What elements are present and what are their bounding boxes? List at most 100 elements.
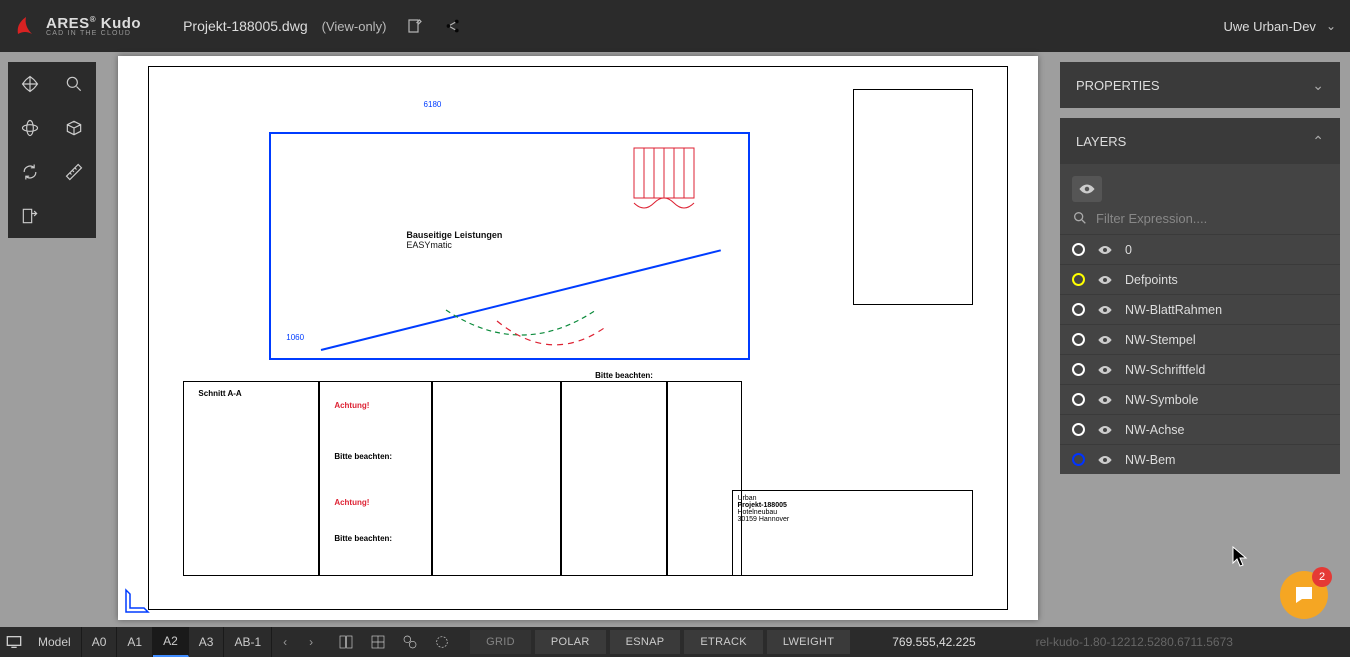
eye-icon[interactable] [1097,272,1113,288]
layout-tab[interactable]: AB-1 [224,627,272,657]
layer-row[interactable]: NW-BlattRahmen [1060,294,1340,324]
layer-color-swatch [1072,333,1085,346]
legend-block [853,89,973,306]
drawing-note: Bauseitige Leistungen EASYmatic [406,230,586,252]
chat-button[interactable]: 2 [1280,571,1328,619]
notice-1: Bitte beachten: [334,452,392,461]
right-panels: PROPERTIES ⌄ LAYERS ⌃ 0 Defpoints NW-Blatt… [1060,62,1340,484]
warning-2: Achtung! [334,498,369,507]
user-name[interactable]: Uwe Urban-Dev [1223,19,1315,34]
toggle-etrack[interactable]: ETRACK [684,630,762,654]
version-string: rel-kudo-1.80-12212.5280.6711.5673 [1036,635,1233,649]
layer-row[interactable]: 0 [1060,234,1340,264]
measure-tool[interactable] [52,150,96,194]
user-menu-chevron-icon[interactable]: ⌄ [1326,19,1336,33]
cursor-icon [1232,546,1250,568]
warning-1: Achtung! [334,401,369,410]
layer-row[interactable]: NW-Symbole [1060,384,1340,414]
layer-name: NW-Bem [1125,453,1175,467]
collapse-icon[interactable]: ⌄ [1312,77,1324,94]
layer-name: NW-Achse [1125,423,1185,437]
coordinates: 769.555,42.225 [892,635,975,649]
sheet-border: Bauseitige Leistungen EASYmatic Schnitt … [148,66,1008,610]
tab-next[interactable]: › [298,635,324,649]
eye-icon[interactable] [1097,362,1113,378]
search-icon [1072,210,1088,226]
filename: Projekt-188005.dwg [183,18,308,34]
layout-icon-3[interactable] [396,627,424,657]
drawing-canvas[interactable]: Bauseitige Leistungen EASYmatic Schnitt … [118,56,1038,620]
red-hatch [629,143,699,223]
eye-icon[interactable] [1097,392,1113,408]
properties-panel: PROPERTIES ⌄ [1060,62,1340,108]
layer-name: 0 [1125,243,1132,257]
layout-tab[interactable]: A3 [189,627,225,657]
notice-2: Bitte beachten: [334,534,392,543]
layer-color-swatch [1072,453,1085,466]
edit-icon[interactable] [406,17,424,35]
layer-row[interactable]: Defpoints [1060,264,1340,294]
toggle-esnap[interactable]: ESNAP [610,630,681,654]
layer-visibility-toggle[interactable] [1072,176,1102,202]
properties-header[interactable]: PROPERTIES ⌄ [1060,62,1340,108]
layout-tab[interactable]: A1 [117,627,153,657]
layer-color-swatch [1072,243,1085,256]
layers-panel: LAYERS ⌃ 0 Defpoints NW-BlattRahmen NW-Stem… [1060,118,1340,474]
layer-color-swatch [1072,273,1085,286]
layout-tabs: ModelA0A1A2A3AB-1 [28,627,272,657]
layout-icon-2[interactable] [364,627,392,657]
chat-icon [1292,583,1316,607]
title-block: Urban Projekt-188005 Hotelneubau 30159 H… [732,490,972,577]
mid-icons [332,627,456,657]
eye-icon[interactable] [1097,452,1113,468]
layer-name: Defpoints [1125,273,1178,287]
eye-icon[interactable] [1097,302,1113,318]
toggle-lweight[interactable]: LWEIGHT [767,630,850,654]
layout-tab[interactable]: A0 [82,627,118,657]
wcs-icon [124,584,154,614]
layer-row[interactable]: NW-Stempel [1060,324,1340,354]
toggle-polar[interactable]: POLAR [535,630,606,654]
layout-icon-1[interactable] [332,627,360,657]
regen-tool[interactable] [8,150,52,194]
layers-header[interactable]: LAYERS ⌃ [1060,118,1340,164]
layer-row[interactable]: NW-Bem [1060,444,1340,474]
layer-filter-input[interactable] [1096,211,1328,226]
layer-name: NW-Stempel [1125,333,1196,347]
eye-icon[interactable] [1097,332,1113,348]
layer-row[interactable]: NW-Schriftfeld [1060,354,1340,384]
layer-color-swatch [1072,303,1085,316]
layout-icon-4[interactable] [428,627,456,657]
export-tool[interactable] [8,194,52,238]
layer-color-swatch [1072,393,1085,406]
zoom-tool[interactable] [52,62,96,106]
cube-view-tool[interactable] [52,106,96,150]
app-logo: ARES® Kudo CAD IN THE CLOUD [14,14,141,38]
status-bar: ModelA0A1A2A3AB-1 ‹ › GRIDPOLARESNAPETRA… [0,627,1350,657]
top-bar: ARES® Kudo CAD IN THE CLOUD Projekt-1880… [0,0,1350,52]
view-tool-palette [8,62,96,238]
dim-left: 1060 [286,333,304,342]
layer-row[interactable]: NW-Achse [1060,414,1340,444]
properties-title: PROPERTIES [1076,78,1160,93]
collapse-icon[interactable]: ⌃ [1312,133,1324,150]
orbit-tool[interactable] [8,106,52,150]
layer-name: NW-BlattRahmen [1125,303,1222,317]
monitor-icon[interactable] [0,627,28,657]
layer-list[interactable]: 0 Defpoints NW-BlattRahmen NW-Stempel NW-Sch… [1060,234,1340,474]
chat-badge: 2 [1312,567,1332,587]
layout-tab[interactable]: Model [28,627,82,657]
toggle-grid[interactable]: GRID [470,630,531,654]
eye-icon[interactable] [1097,422,1113,438]
tab-prev[interactable]: ‹ [272,635,298,649]
share-icon[interactable] [444,17,462,35]
layout-tab[interactable]: A2 [153,627,189,657]
snap-toggles: GRIDPOLARESNAPETRACKLWEIGHT [468,627,852,657]
empty-tool [52,194,96,238]
layer-color-swatch [1072,363,1085,376]
view-mode: (View-only) [322,19,387,34]
section-label: Schnitt A-A [198,389,241,398]
pan-tool[interactable] [8,62,52,106]
eye-icon[interactable] [1097,242,1113,258]
logo-icon [14,14,38,38]
